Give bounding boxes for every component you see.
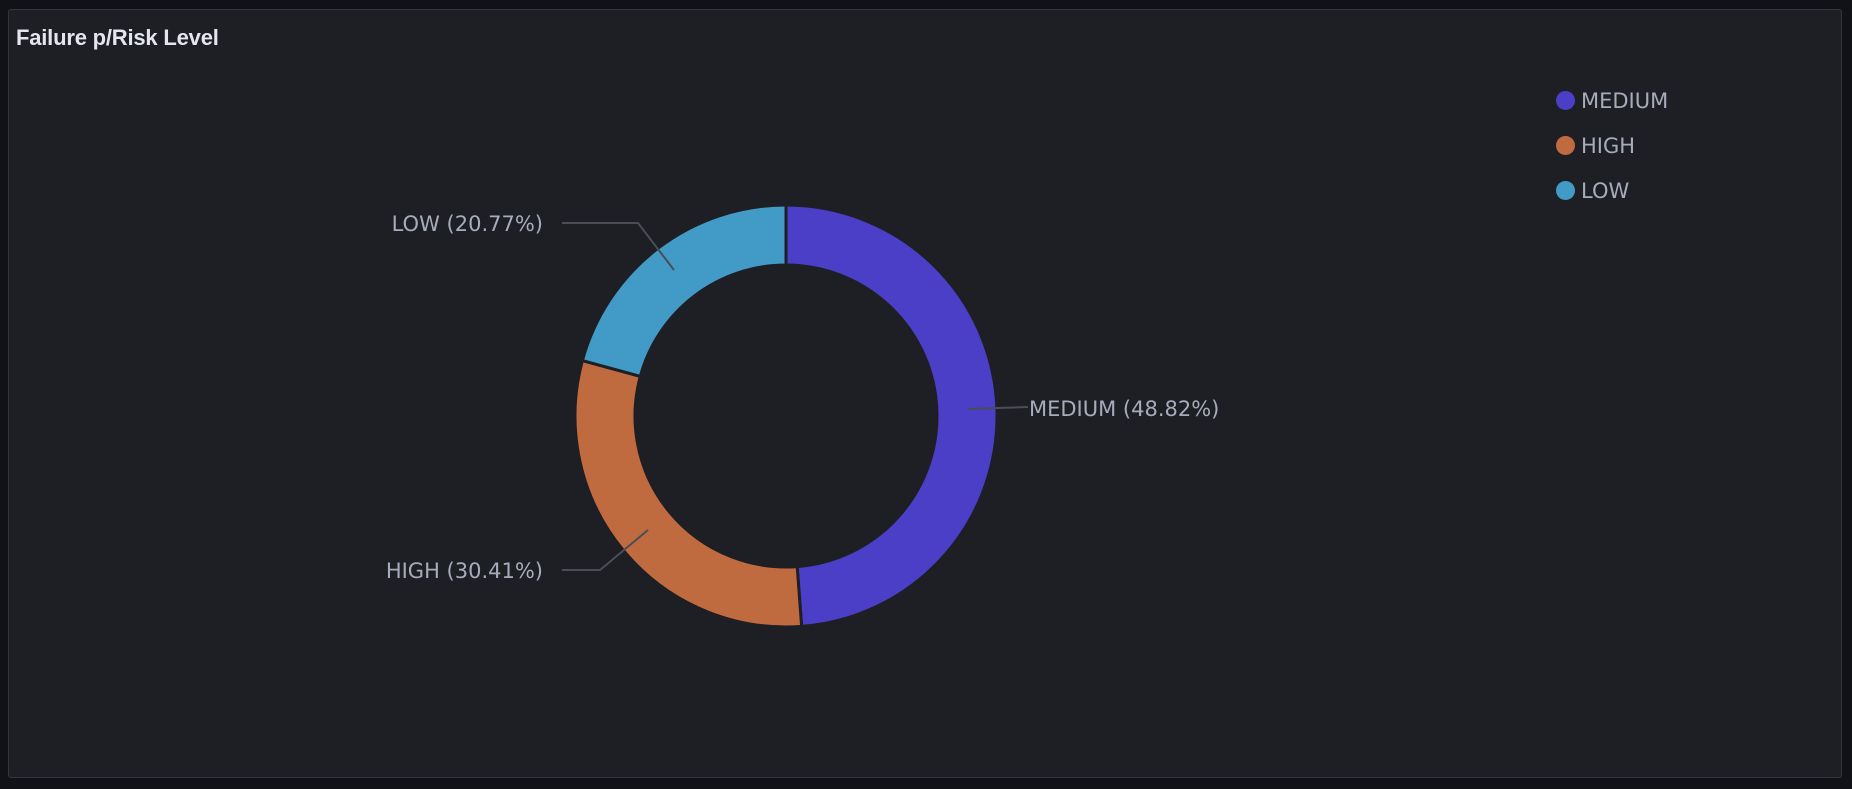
legend-item-high[interactable]: HIGH <box>1556 123 1668 168</box>
legend-item-low[interactable]: LOW <box>1556 168 1668 213</box>
legend-swatch-high <box>1556 136 1575 155</box>
slice-medium[interactable] <box>784 203 999 629</box>
slice-low[interactable] <box>580 203 788 379</box>
legend-swatch-low <box>1556 181 1575 200</box>
legend-label-low: LOW <box>1581 178 1630 203</box>
slice-label-low: LOW (20.77%) <box>392 212 543 236</box>
slice-high[interactable] <box>573 358 804 629</box>
chart-leader-lines <box>562 222 1029 571</box>
leader-line-high <box>562 529 649 571</box>
legend-label-high: HIGH <box>1581 133 1636 158</box>
legend-swatch-medium <box>1556 91 1575 110</box>
chart-slices <box>573 203 999 629</box>
chart-legend: MEDIUM HIGH LOW <box>1556 78 1668 213</box>
legend-item-medium[interactable]: MEDIUM <box>1556 78 1668 123</box>
chart-panel <box>8 9 1842 778</box>
leader-line-medium <box>967 406 1029 410</box>
panel-title: Failure p/Risk Level <box>16 25 219 50</box>
chart-slice-labels: MEDIUM (48.82%) HIGH (30.41%) LOW (20.77%) <box>386 212 1220 583</box>
slice-label-medium: MEDIUM (48.82%) <box>1029 397 1219 421</box>
legend-label-medium: MEDIUM <box>1581 88 1669 113</box>
leader-line-low <box>562 222 675 271</box>
slice-label-high: HIGH (30.41%) <box>386 559 543 583</box>
